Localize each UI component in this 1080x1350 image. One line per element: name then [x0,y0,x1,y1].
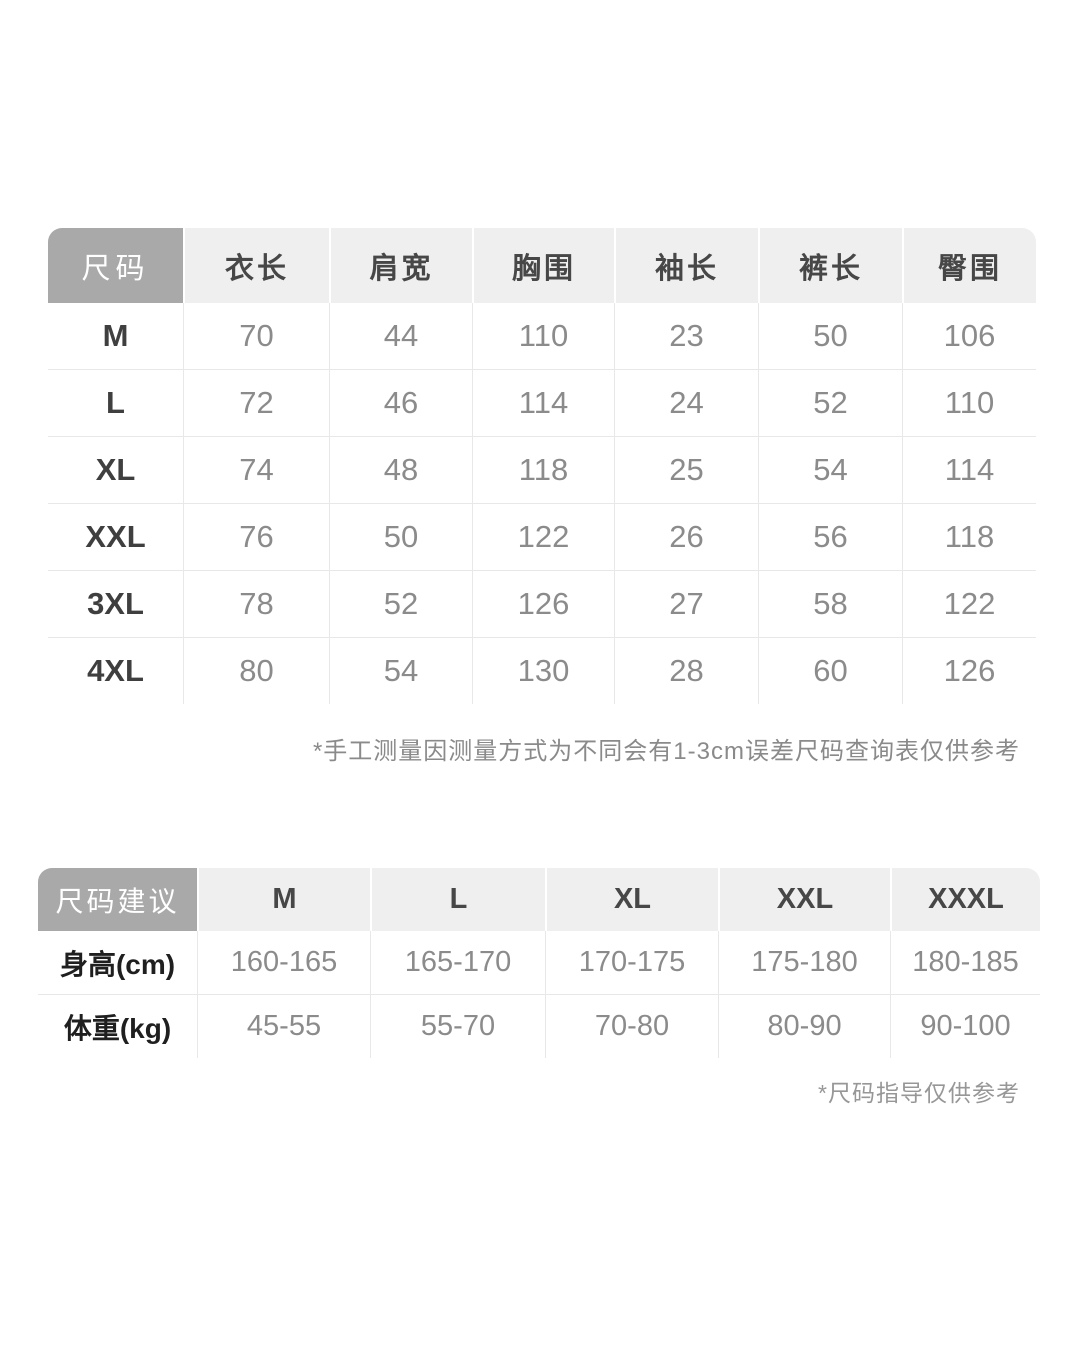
height-range-cell: 160-165 [197,931,370,994]
measurement-cell: 25 [614,436,758,503]
measurement-cell: 26 [614,503,758,570]
header-pants-length: 裤长 [758,228,902,303]
header-chest: 胸围 [472,228,614,303]
height-range-cell: 180-185 [890,931,1040,994]
weight-row-label: 体重(kg) [38,994,197,1058]
measurement-cell: 114 [472,369,614,436]
size-table-corner-header: 尺码 [48,228,183,303]
measurement-cell: 54 [758,436,902,503]
size-label: L [48,369,183,436]
height-row: 身高(cm) 160-165 165-170 170-175 175-180 1… [38,931,1040,994]
weight-row: 体重(kg) 45-55 55-70 70-80 80-90 90-100 [38,994,1040,1058]
measurement-cell: 74 [183,436,329,503]
header-size-l: L [370,868,545,931]
measurement-cell: 76 [183,503,329,570]
size-row-xl: XL 74 48 118 25 54 114 [48,436,1036,503]
suggestion-header-row: 尺码建议 M L XL XXL XXXL [38,868,1040,931]
weight-range-cell: 55-70 [370,994,545,1058]
size-label: 3XL [48,570,183,637]
size-row-xxl: XXL 76 50 122 26 56 118 [48,503,1036,570]
size-row-l: L 72 46 114 24 52 110 [48,369,1036,436]
measurement-cell: 50 [758,303,902,369]
measurement-cell: 28 [614,637,758,704]
measurement-cell: 110 [902,369,1036,436]
measurement-cell: 46 [329,369,472,436]
measurement-cell: 27 [614,570,758,637]
measurement-cell: 126 [472,570,614,637]
measurement-cell: 44 [329,303,472,369]
measurement-cell: 114 [902,436,1036,503]
measurement-cell: 56 [758,503,902,570]
header-shoulder-width: 肩宽 [329,228,472,303]
measurement-cell: 110 [472,303,614,369]
measurement-disclaimer-note: *手工测量因测量方式为不同会有1-3cm误差尺码查询表仅供参考 [312,738,1020,765]
header-size-xxl: XXL [718,868,890,931]
size-guide-disclaimer-note: *尺码指导仅供参考 [818,1080,1020,1106]
measurement-cell: 126 [902,637,1036,704]
measurement-cell: 118 [902,503,1036,570]
header-size-xl: XL [545,868,718,931]
measurement-cell: 106 [902,303,1036,369]
measurement-cell: 54 [329,637,472,704]
size-label: M [48,303,183,369]
height-range-cell: 170-175 [545,931,718,994]
measurement-cell: 78 [183,570,329,637]
measurement-cell: 130 [472,637,614,704]
measurement-cell: 80 [183,637,329,704]
size-label: XL [48,436,183,503]
weight-range-cell: 80-90 [718,994,890,1058]
suggestion-corner-header: 尺码建议 [38,868,197,931]
measurement-cell: 58 [758,570,902,637]
measurement-cell: 60 [758,637,902,704]
size-row-4xl: 4XL 80 54 130 28 60 126 [48,637,1036,704]
size-label: XXL [48,503,183,570]
header-garment-length: 衣长 [183,228,329,303]
header-hip: 臀围 [902,228,1036,303]
weight-range-cell: 45-55 [197,994,370,1058]
measurement-cell: 70 [183,303,329,369]
header-size-xxxl: XXXL [890,868,1040,931]
measurement-cell: 122 [902,570,1036,637]
size-label: 4XL [48,637,183,704]
size-suggestion-table: 尺码建议 M L XL XXL XXXL 身高(cm) 160-165 165-… [38,868,1040,1058]
measurement-cell: 23 [614,303,758,369]
measurement-cell: 118 [472,436,614,503]
measurement-cell: 48 [329,436,472,503]
weight-range-cell: 70-80 [545,994,718,1058]
measurement-cell: 122 [472,503,614,570]
header-size-m: M [197,868,370,931]
measurement-cell: 52 [758,369,902,436]
measurement-cell: 50 [329,503,472,570]
measurement-cell: 52 [329,570,472,637]
weight-range-cell: 90-100 [890,994,1040,1058]
height-range-cell: 165-170 [370,931,545,994]
header-sleeve-length: 袖长 [614,228,758,303]
size-row-3xl: 3XL 78 52 126 27 58 122 [48,570,1036,637]
size-measurement-table: 尺码 衣长 肩宽 胸围 袖长 裤长 臀围 M 70 44 110 23 50 1… [48,228,1036,704]
height-range-cell: 175-180 [718,931,890,994]
measurement-cell: 24 [614,369,758,436]
size-row-m: M 70 44 110 23 50 106 [48,303,1036,369]
size-table-header-row: 尺码 衣长 肩宽 胸围 袖长 裤长 臀围 [48,228,1036,303]
height-row-label: 身高(cm) [38,931,197,994]
measurement-cell: 72 [183,369,329,436]
